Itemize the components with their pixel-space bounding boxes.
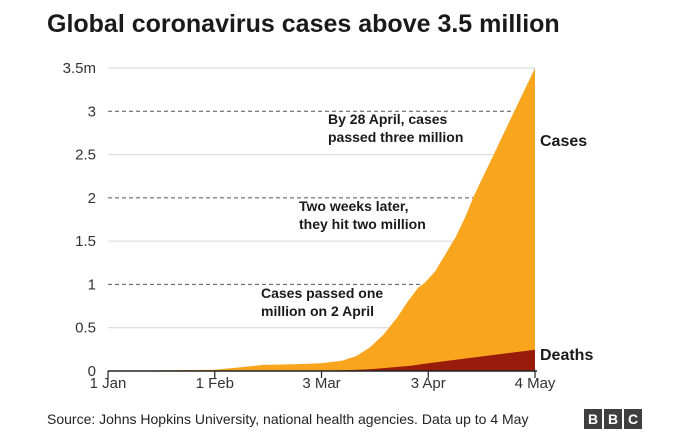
y-tick-label: 3.5m bbox=[63, 60, 96, 77]
x-tick-label: 1 Feb bbox=[196, 375, 234, 392]
deaths-label: Deaths bbox=[540, 347, 593, 364]
y-tick-label: 1.5 bbox=[75, 233, 96, 250]
source-note: Source: Johns Hopkins University, nation… bbox=[47, 411, 529, 427]
footer: Source: Johns Hopkins University, nation… bbox=[47, 409, 642, 431]
y-tick-label: 0 bbox=[88, 363, 96, 380]
y-tick-label: 2.5 bbox=[75, 147, 96, 164]
cases-label: Cases bbox=[540, 133, 587, 150]
annotation: Cases passed one million on 2 April bbox=[261, 285, 383, 319]
x-tick-label: 3 Mar bbox=[302, 375, 340, 392]
y-tick-label: 0.5 bbox=[75, 320, 96, 337]
cases-area bbox=[108, 68, 535, 371]
area-chart: 0 0.5 1 1.5 2 2.5 3 3.5m 1 Jan 1 Feb 3 Mar 3 Apr 4 M… bbox=[63, 60, 594, 392]
annotation-line: they hit two million bbox=[299, 216, 426, 232]
x-tick-label: 1 Jan bbox=[90, 375, 127, 392]
deaths-area bbox=[108, 349, 535, 371]
annotation-line: By 28 April, cases bbox=[328, 111, 448, 127]
y-tick-label: 1 bbox=[88, 276, 96, 293]
annotation-line: Cases passed one bbox=[261, 285, 383, 301]
annotation: Two weeks later, they hit two million bbox=[299, 198, 426, 232]
bbc-logo: B B C bbox=[584, 409, 642, 429]
bbc-logo-letter: C bbox=[624, 409, 642, 429]
x-tick-label: 3 Apr bbox=[411, 375, 446, 392]
bbc-logo-letter: B bbox=[604, 409, 622, 429]
annotation-line: Two weeks later, bbox=[299, 198, 408, 214]
x-tick-label: 4 May bbox=[515, 375, 556, 392]
y-tick-label: 3 bbox=[88, 103, 96, 120]
chart-title: Global coronavirus cases above 3.5 milli… bbox=[47, 10, 560, 38]
y-tick-label: 2 bbox=[88, 190, 96, 207]
bbc-logo-letter: B bbox=[584, 409, 602, 429]
annotation: By 28 April, cases passed three million bbox=[328, 111, 463, 145]
annotation-line: passed three million bbox=[328, 129, 463, 145]
annotation-line: million on 2 April bbox=[261, 303, 374, 319]
